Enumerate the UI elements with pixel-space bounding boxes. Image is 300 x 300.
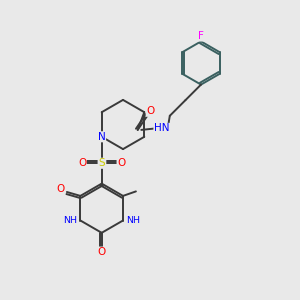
- Text: N: N: [98, 132, 106, 142]
- Text: S: S: [98, 158, 105, 168]
- Text: O: O: [57, 184, 65, 194]
- Text: O: O: [117, 158, 125, 168]
- Text: NH: NH: [63, 216, 77, 225]
- Text: O: O: [78, 158, 86, 168]
- Text: O: O: [98, 247, 106, 257]
- Text: O: O: [146, 106, 154, 116]
- Text: F: F: [198, 31, 204, 41]
- Text: NH: NH: [127, 216, 141, 225]
- Text: HN: HN: [154, 123, 170, 134]
